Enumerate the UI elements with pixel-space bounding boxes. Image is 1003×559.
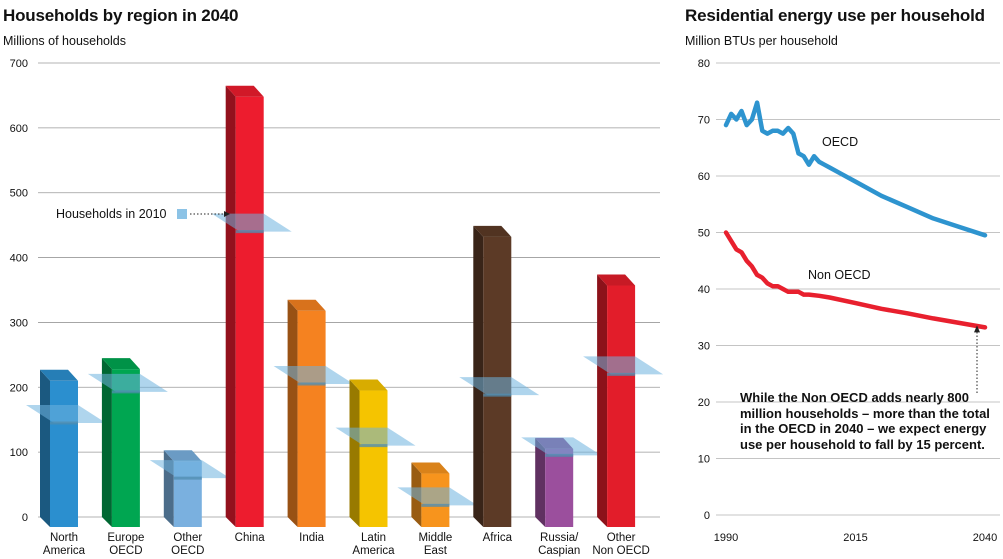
y-tick-label: 100 (10, 447, 28, 459)
bar-top (40, 369, 78, 381)
right-chart-unit: Million BTUs per household (685, 34, 838, 48)
y-tick-label: 30 (698, 341, 710, 353)
category-label: China (235, 532, 266, 544)
bar-front (297, 310, 326, 527)
oecd-series-line (723, 100, 988, 238)
households-2010-marker (87, 373, 168, 392)
bar-chart: 0 100 200 300 400 500 600 700 North America Europe… (10, 58, 664, 557)
annotation-arrow (224, 211, 230, 217)
bar-side (101, 358, 112, 527)
bar-top (411, 462, 450, 474)
x-tick-label: 2015 (843, 532, 867, 544)
left-chart-title: Households by region in 2040 (3, 6, 239, 25)
y-tick-label: 700 (10, 58, 28, 70)
bar (473, 225, 512, 527)
bar-side (535, 437, 546, 527)
y-tick-label: 10 (698, 454, 710, 466)
y-tick-label: 400 (10, 253, 28, 265)
x-tick-label: 2040 (973, 532, 997, 544)
category-label: Latin America (352, 532, 395, 557)
bar-top (287, 299, 326, 311)
households-2010-marker (521, 437, 602, 456)
households-2010-annotation: Households in 2010 (56, 207, 167, 221)
households-2010-marker (397, 487, 478, 506)
bar-top (349, 379, 388, 391)
bar-top (473, 225, 512, 237)
non-oecd-series-line (723, 230, 988, 330)
left-chart-unit: Millions of households (3, 34, 126, 48)
bar-front (50, 380, 78, 527)
bar-top (225, 85, 264, 97)
category-label: India (299, 532, 325, 544)
bar-side (225, 85, 236, 528)
category-label: Russia/Caspian (538, 532, 580, 557)
y-tick-label: 0 (22, 512, 28, 524)
bar (349, 379, 388, 527)
category-label: Other OECD (171, 532, 204, 557)
y-tick-label: 500 (10, 188, 28, 200)
y-tick-label: 300 (10, 317, 28, 329)
right-chart-title: Residential energy use per household (685, 6, 985, 25)
bar-front (235, 96, 264, 528)
bar-top (163, 450, 202, 462)
x-tick-label: 1990 (714, 532, 738, 544)
callout-note: While the Non OECD adds nearly 800 milli… (740, 390, 990, 452)
category-label: North America (43, 532, 86, 557)
category-label: Middle East (418, 532, 452, 557)
bar-front (607, 285, 636, 527)
category-label: Europe OECD (107, 532, 144, 557)
bar (597, 274, 636, 527)
bar (225, 85, 264, 528)
bar-side (287, 299, 298, 527)
bar-side (473, 225, 484, 527)
bar-top (597, 274, 636, 286)
households-2010-marker (335, 427, 416, 446)
y-tick-label: 70 (698, 115, 710, 127)
bar-side (597, 274, 608, 527)
bar (40, 369, 78, 527)
bar-front (545, 448, 574, 527)
bar (101, 358, 140, 527)
y-tick-label: 0 (704, 510, 710, 522)
category-label: Africa (483, 532, 513, 544)
households-2010-marker (273, 366, 354, 385)
y-tick-label: 50 (698, 228, 710, 240)
households-2010-marker (211, 213, 292, 232)
y-tick-label: 40 (698, 284, 710, 296)
non-oecd-series-label: Non OECD (808, 268, 871, 282)
bar-front (359, 390, 388, 527)
y-tick-label: 600 (10, 123, 28, 135)
bar-front (111, 369, 140, 527)
category-label: Other Non OECD (592, 532, 650, 557)
bar (287, 299, 326, 527)
bar-top (101, 358, 140, 370)
y-tick-label: 200 (10, 382, 28, 394)
households-2010-marker (459, 377, 540, 396)
bar-side (349, 379, 360, 527)
callout-arrow (974, 325, 980, 333)
households-2010-marker (583, 356, 664, 375)
oecd-series-label: OECD (822, 135, 858, 149)
y-tick-label: 80 (698, 58, 710, 70)
households-2010-legend-swatch (177, 209, 187, 219)
y-tick-label: 60 (698, 171, 710, 183)
households-2010-marker (26, 404, 106, 423)
bar-side (40, 369, 50, 527)
households-2010-marker (149, 460, 230, 479)
y-tick-label: 20 (698, 397, 710, 409)
